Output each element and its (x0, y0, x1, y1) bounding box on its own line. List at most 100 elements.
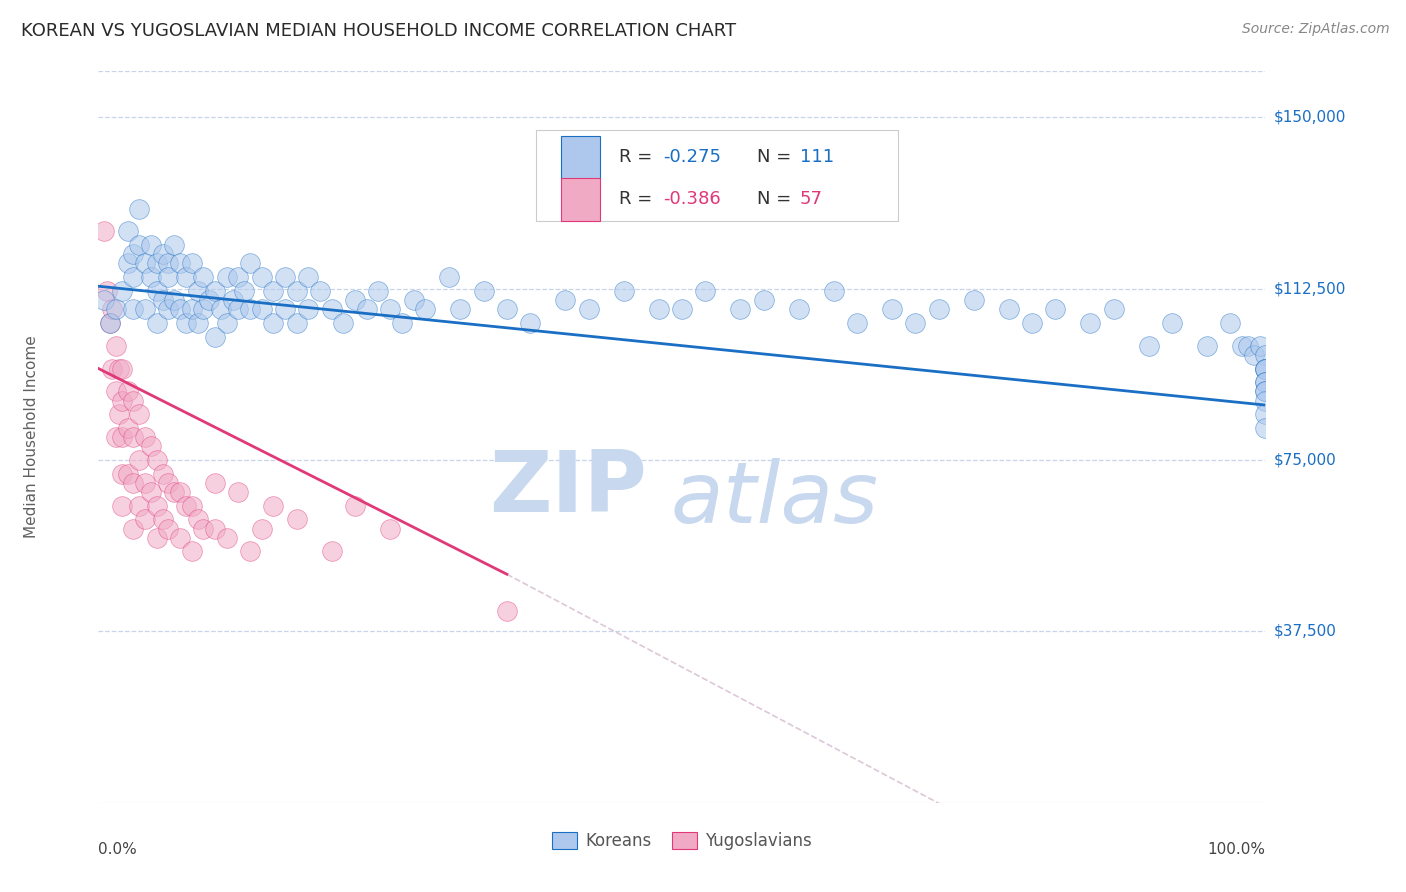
Point (904, 316, 927, 330)
Point (1102, 301, 1125, 317)
Point (647, 301, 669, 317)
Point (139, 484, 162, 499)
Point (128, 499, 150, 513)
Legend: Koreans, Yugoslavians: Koreans, Yugoslavians (546, 825, 818, 856)
Point (285, 316, 308, 330)
Point (997, 301, 1019, 317)
Text: ZIP: ZIP (489, 447, 647, 530)
FancyBboxPatch shape (561, 136, 600, 178)
Point (146, 453, 169, 467)
Point (332, 316, 354, 330)
Point (274, 301, 297, 317)
Point (104, 338, 127, 352)
Point (262, 284, 284, 298)
Point (262, 316, 284, 330)
Point (402, 293, 425, 307)
Point (111, 467, 134, 481)
Point (1254, 375, 1277, 389)
Point (93, 293, 115, 307)
Point (193, 270, 215, 285)
Point (180, 544, 202, 558)
Point (146, 256, 169, 270)
Point (122, 393, 145, 408)
Point (239, 256, 262, 270)
Point (139, 270, 162, 285)
Point (1080, 316, 1102, 330)
Point (111, 361, 134, 376)
Point (157, 301, 180, 317)
Point (297, 270, 319, 285)
Point (139, 439, 162, 453)
Point (101, 361, 124, 376)
Point (1045, 301, 1067, 317)
Text: -0.386: -0.386 (664, 190, 721, 208)
Point (233, 284, 256, 298)
Point (1254, 393, 1277, 408)
Point (134, 256, 156, 270)
Text: atlas: atlas (671, 458, 879, 541)
FancyBboxPatch shape (561, 178, 600, 220)
Point (146, 316, 169, 330)
Point (139, 238, 162, 252)
Point (437, 270, 460, 285)
Point (250, 270, 273, 285)
Point (730, 301, 752, 317)
Point (204, 521, 226, 535)
Text: 100.0%: 100.0% (1208, 842, 1265, 856)
Point (117, 224, 139, 238)
Point (157, 475, 180, 490)
Text: 57: 57 (800, 190, 823, 208)
Point (134, 512, 156, 526)
Point (108, 361, 131, 376)
Point (215, 270, 238, 285)
Point (101, 301, 124, 317)
Point (157, 256, 180, 270)
Point (111, 284, 134, 298)
Point (96, 284, 118, 298)
Point (174, 316, 197, 330)
Point (228, 484, 250, 499)
Point (519, 316, 541, 330)
Point (122, 270, 145, 285)
Point (122, 521, 145, 535)
FancyBboxPatch shape (536, 130, 898, 221)
Point (152, 293, 174, 307)
Point (285, 284, 308, 298)
Point (221, 293, 243, 307)
Point (134, 430, 156, 444)
Point (122, 430, 145, 444)
Point (122, 301, 145, 317)
Point (671, 301, 693, 317)
Point (285, 512, 308, 526)
Point (174, 499, 197, 513)
Point (1254, 375, 1277, 389)
Point (1219, 316, 1241, 330)
Point (104, 301, 127, 317)
Point (117, 421, 139, 435)
Point (695, 284, 717, 298)
Point (134, 301, 156, 317)
Point (209, 301, 232, 317)
Point (122, 247, 145, 261)
Point (752, 293, 775, 307)
Point (309, 284, 332, 298)
Text: Median Household Income: Median Household Income (24, 335, 39, 539)
Point (787, 301, 810, 317)
Text: $112,500: $112,500 (1274, 281, 1346, 296)
Point (180, 301, 202, 317)
Point (215, 531, 238, 545)
Point (187, 316, 209, 330)
Point (204, 329, 226, 343)
Point (228, 301, 250, 317)
Point (98, 316, 121, 330)
Point (117, 384, 139, 399)
Point (391, 316, 413, 330)
Point (823, 284, 845, 298)
Point (204, 284, 226, 298)
Point (152, 247, 174, 261)
Point (169, 531, 191, 545)
Point (1243, 348, 1265, 362)
Point (93, 224, 115, 238)
Point (187, 284, 209, 298)
Point (1254, 407, 1277, 421)
